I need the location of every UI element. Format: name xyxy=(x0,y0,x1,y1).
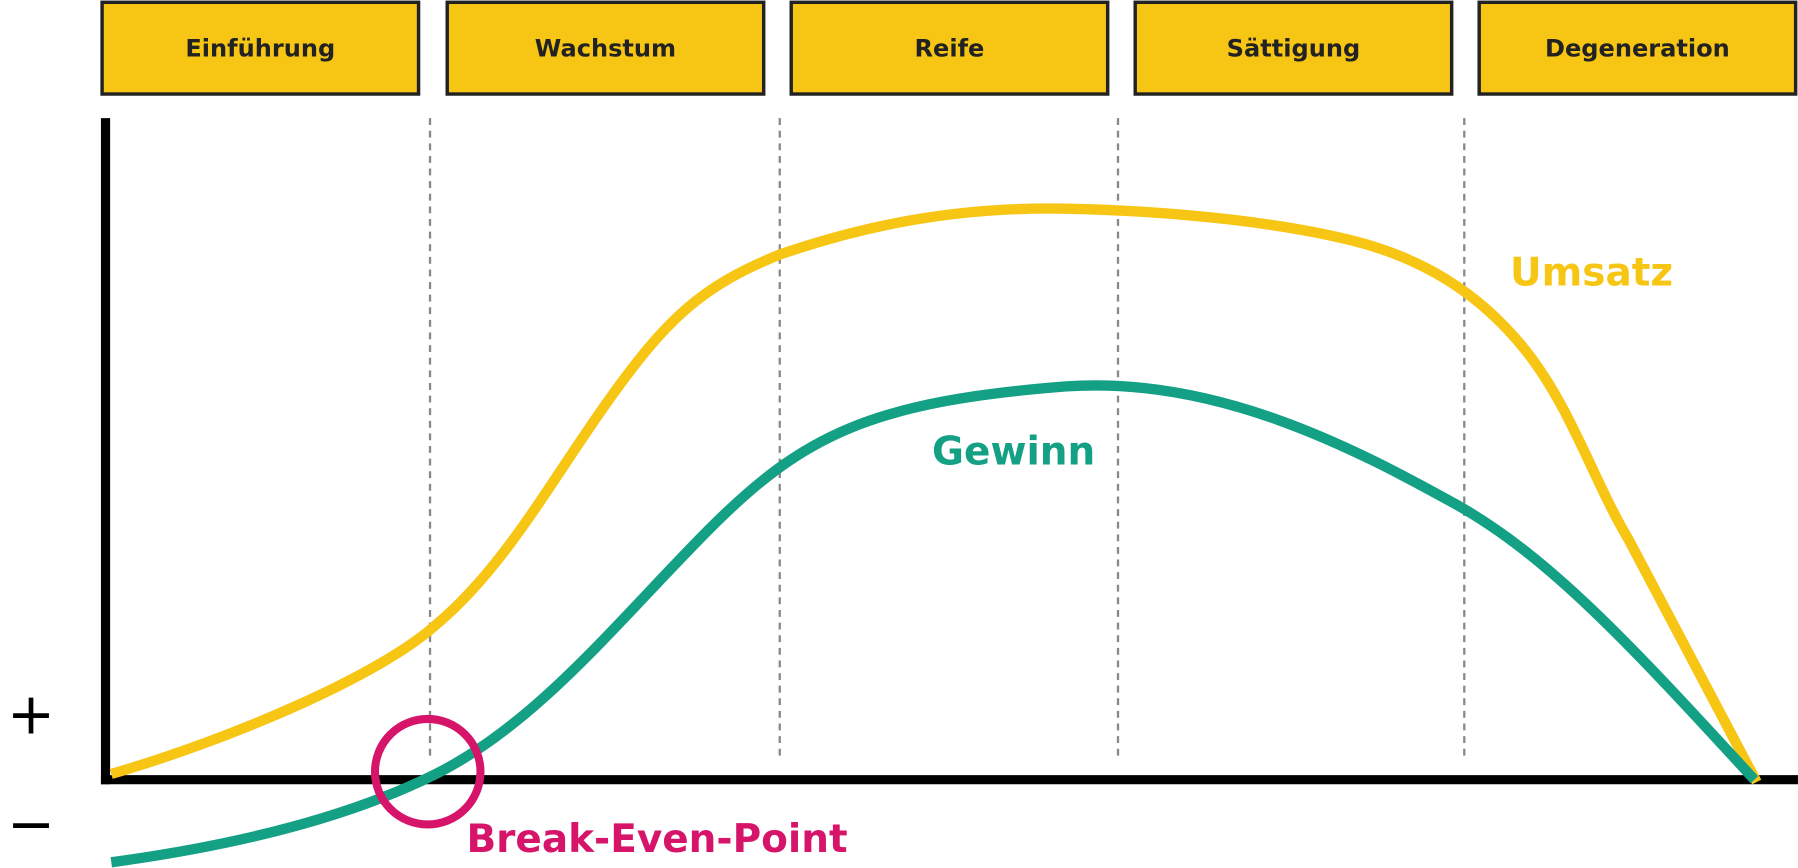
break-even-circle xyxy=(370,714,485,829)
phase-box xyxy=(100,0,421,96)
revenue-curve xyxy=(109,203,1762,785)
minus-sign: − xyxy=(7,790,55,857)
phase-label: Reife xyxy=(915,34,985,62)
phase-boxes: Einführung Wachstum Reife Sättigung Dege… xyxy=(100,0,1798,96)
phase-label: Einführung xyxy=(185,34,335,62)
phase-label: Wachstum xyxy=(535,34,676,62)
phase-dividers xyxy=(428,118,1466,762)
plus-sign: + xyxy=(7,680,55,747)
profit-label: Gewinn xyxy=(932,430,1095,475)
phase-label: Sättigung xyxy=(1227,34,1361,62)
phase-box xyxy=(1133,0,1454,96)
phase-label: Degeneration xyxy=(1545,34,1730,62)
break-even-label: Break-Even-Point xyxy=(466,817,847,862)
revenue-label: Umsatz xyxy=(1510,251,1673,296)
profit-curve xyxy=(110,380,1759,868)
phase-box xyxy=(789,0,1110,96)
phase-box xyxy=(1477,0,1798,96)
phase-box xyxy=(445,0,766,96)
